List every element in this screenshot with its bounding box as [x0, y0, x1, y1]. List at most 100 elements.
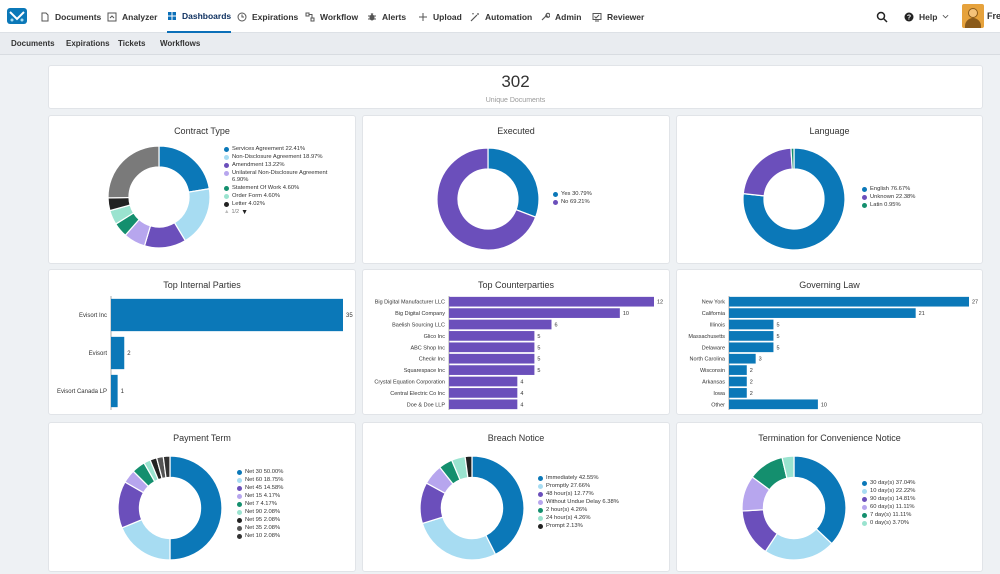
breach-notice-donut[interactable] — [419, 455, 525, 561]
subnav-tickets[interactable]: Tickets — [118, 39, 146, 48]
legend-item[interactable]: Statement Of Work 4.60% — [224, 185, 344, 192]
legend-item[interactable]: 48 hour(s) 12.77% — [538, 491, 658, 498]
executed-donut[interactable] — [436, 147, 540, 251]
user-name[interactable]: Fred — [987, 11, 1000, 21]
legend-item[interactable]: Amendment 13.22% — [224, 162, 344, 169]
nav-upload[interactable]: Upload — [418, 0, 462, 33]
legend-item[interactable]: Unknown 22.38% — [862, 194, 972, 201]
legend-item[interactable]: Immediately 42.55% — [538, 475, 658, 482]
legend-item[interactable]: Net 45 14.58% — [237, 485, 347, 492]
legend-item[interactable]: Without Undue Delay 6.38% — [538, 499, 658, 506]
legend-item[interactable]: 0 day(s) 3.70% — [862, 520, 972, 527]
donut-slice[interactable] — [107, 145, 160, 199]
top-counterparties-chart[interactable]: Big Digital Manufacturer LLC 12 Big Digita… — [363, 294, 671, 412]
subnav-workflows[interactable]: Workflows — [160, 39, 201, 48]
nav-workflow[interactable]: Workflow — [305, 0, 358, 33]
donut-slice[interactable] — [471, 455, 525, 556]
logo-icon[interactable] — [6, 5, 28, 27]
bar[interactable] — [111, 336, 125, 370]
bar[interactable] — [729, 353, 756, 364]
donut-slice[interactable] — [781, 455, 795, 479]
bar[interactable] — [729, 319, 774, 330]
legend-item[interactable]: 60 day(s) 11.11% — [862, 504, 972, 511]
legend-item[interactable]: Net 30 50.00% — [237, 469, 347, 476]
legend-item[interactable]: Net 90 2.08% — [237, 509, 347, 516]
legend-item[interactable]: 2 hour(s) 4.26% — [538, 507, 658, 514]
help-menu[interactable]: ? Help — [904, 0, 949, 33]
bar[interactable] — [111, 374, 118, 408]
legend-item[interactable]: Order Form 4.60% — [224, 193, 344, 200]
nav-dashboards[interactable]: Dashboards — [167, 0, 232, 33]
bar[interactable] — [449, 388, 518, 398]
top-internal-parties-chart[interactable]: Evisort Inc 35 Evisort 2 Evisort Canada LP 1 — [49, 294, 357, 412]
nav-alerts[interactable]: Alerts — [367, 0, 406, 33]
bar[interactable] — [449, 342, 535, 353]
bar[interactable] — [449, 365, 535, 375]
bar[interactable] — [449, 331, 535, 341]
nav-analyzer[interactable]: Analyzer — [107, 0, 157, 33]
legend-item[interactable]: 90 day(s) 14.81% — [862, 496, 972, 503]
legend-item[interactable]: Net 15 4.17% — [237, 493, 347, 500]
donut-slice[interactable] — [169, 455, 223, 561]
legend-item[interactable]: Latin 0.95% — [862, 202, 972, 209]
nav-admin[interactable]: Admin — [540, 0, 581, 33]
donut-slice[interactable] — [464, 455, 473, 479]
legend-item[interactable]: Letter 4.02% — [224, 201, 344, 208]
pager-down-icon[interactable]: ▼ — [241, 209, 249, 216]
legend-item[interactable]: Prompt 2.13% — [538, 523, 658, 530]
bar[interactable] — [111, 298, 343, 332]
bar[interactable] — [449, 399, 518, 410]
donut-slice[interactable] — [793, 455, 847, 545]
legend-item[interactable]: Net 95 2.08% — [237, 517, 347, 524]
bar[interactable] — [729, 342, 774, 353]
contract-type-donut[interactable] — [107, 145, 211, 249]
legend-item[interactable]: 7 day(s) 11.11% — [862, 512, 972, 519]
legend-item[interactable]: Yes 30.79% — [553, 191, 653, 198]
nav-expirations[interactable]: Expirations — [237, 0, 298, 33]
subnav-expirations[interactable]: Expirations — [66, 39, 110, 48]
donut-slice[interactable] — [790, 147, 795, 170]
avatar[interactable] — [962, 4, 984, 28]
bar[interactable] — [449, 296, 654, 307]
bar[interactable] — [729, 376, 747, 387]
legend-item[interactable]: Non-Disclosure Agreement 18.97% — [224, 154, 344, 161]
legend-item[interactable]: Services Agreement 22.41% — [224, 146, 344, 153]
subnav-documents[interactable]: Documents — [11, 39, 55, 48]
nav-documents[interactable]: Documents — [40, 0, 101, 33]
legend-item[interactable]: Net 35 2.08% — [237, 525, 347, 532]
bar[interactable] — [729, 296, 969, 307]
bar[interactable] — [729, 308, 916, 318]
bar[interactable] — [729, 331, 774, 341]
nav-automation[interactable]: Automation — [470, 0, 532, 33]
donut-slice[interactable] — [162, 455, 171, 479]
legend-item[interactable]: English 76.67% — [862, 186, 972, 193]
legend-item[interactable]: Unilateral Non-Disclosure Agreement 6.90… — [224, 170, 344, 184]
donut-slice[interactable] — [421, 516, 497, 561]
legend-item[interactable]: 24 hour(s) 4.26% — [538, 515, 658, 522]
bar[interactable] — [729, 399, 818, 410]
governing-law-chart[interactable]: New York 27 California 21 Illinois 5 Massachus… — [677, 294, 984, 412]
donut-slice[interactable] — [436, 147, 537, 251]
legend-item[interactable]: 30 day(s) 37.04% — [862, 480, 972, 487]
donut-slice[interactable] — [158, 145, 211, 193]
legend-item[interactable]: Net 7 4.17% — [237, 501, 347, 508]
bar[interactable] — [449, 308, 620, 318]
payment-term-donut[interactable] — [117, 455, 223, 561]
donut-slice[interactable] — [487, 147, 540, 218]
pager-up-icon[interactable]: ▲ — [224, 209, 230, 215]
termination-notice-donut[interactable] — [741, 455, 847, 561]
language-donut[interactable] — [742, 147, 846, 251]
legend-item[interactable]: Net 10 2.08% — [237, 533, 347, 540]
bar[interactable] — [449, 376, 518, 387]
donut-slice[interactable] — [742, 147, 793, 197]
nav-reviewer[interactable]: Reviewer — [592, 0, 644, 33]
legend-item[interactable]: 10 day(s) 22.22% — [862, 488, 972, 495]
legend-item[interactable]: Promptly 27.66% — [538, 483, 658, 490]
bar[interactable] — [449, 353, 535, 364]
search-button[interactable] — [876, 0, 888, 33]
donut-slice[interactable] — [742, 147, 846, 251]
bar[interactable] — [729, 365, 747, 375]
legend-item[interactable]: No 69.21% — [553, 199, 653, 206]
bar[interactable] — [729, 388, 747, 398]
bar[interactable] — [449, 319, 552, 330]
